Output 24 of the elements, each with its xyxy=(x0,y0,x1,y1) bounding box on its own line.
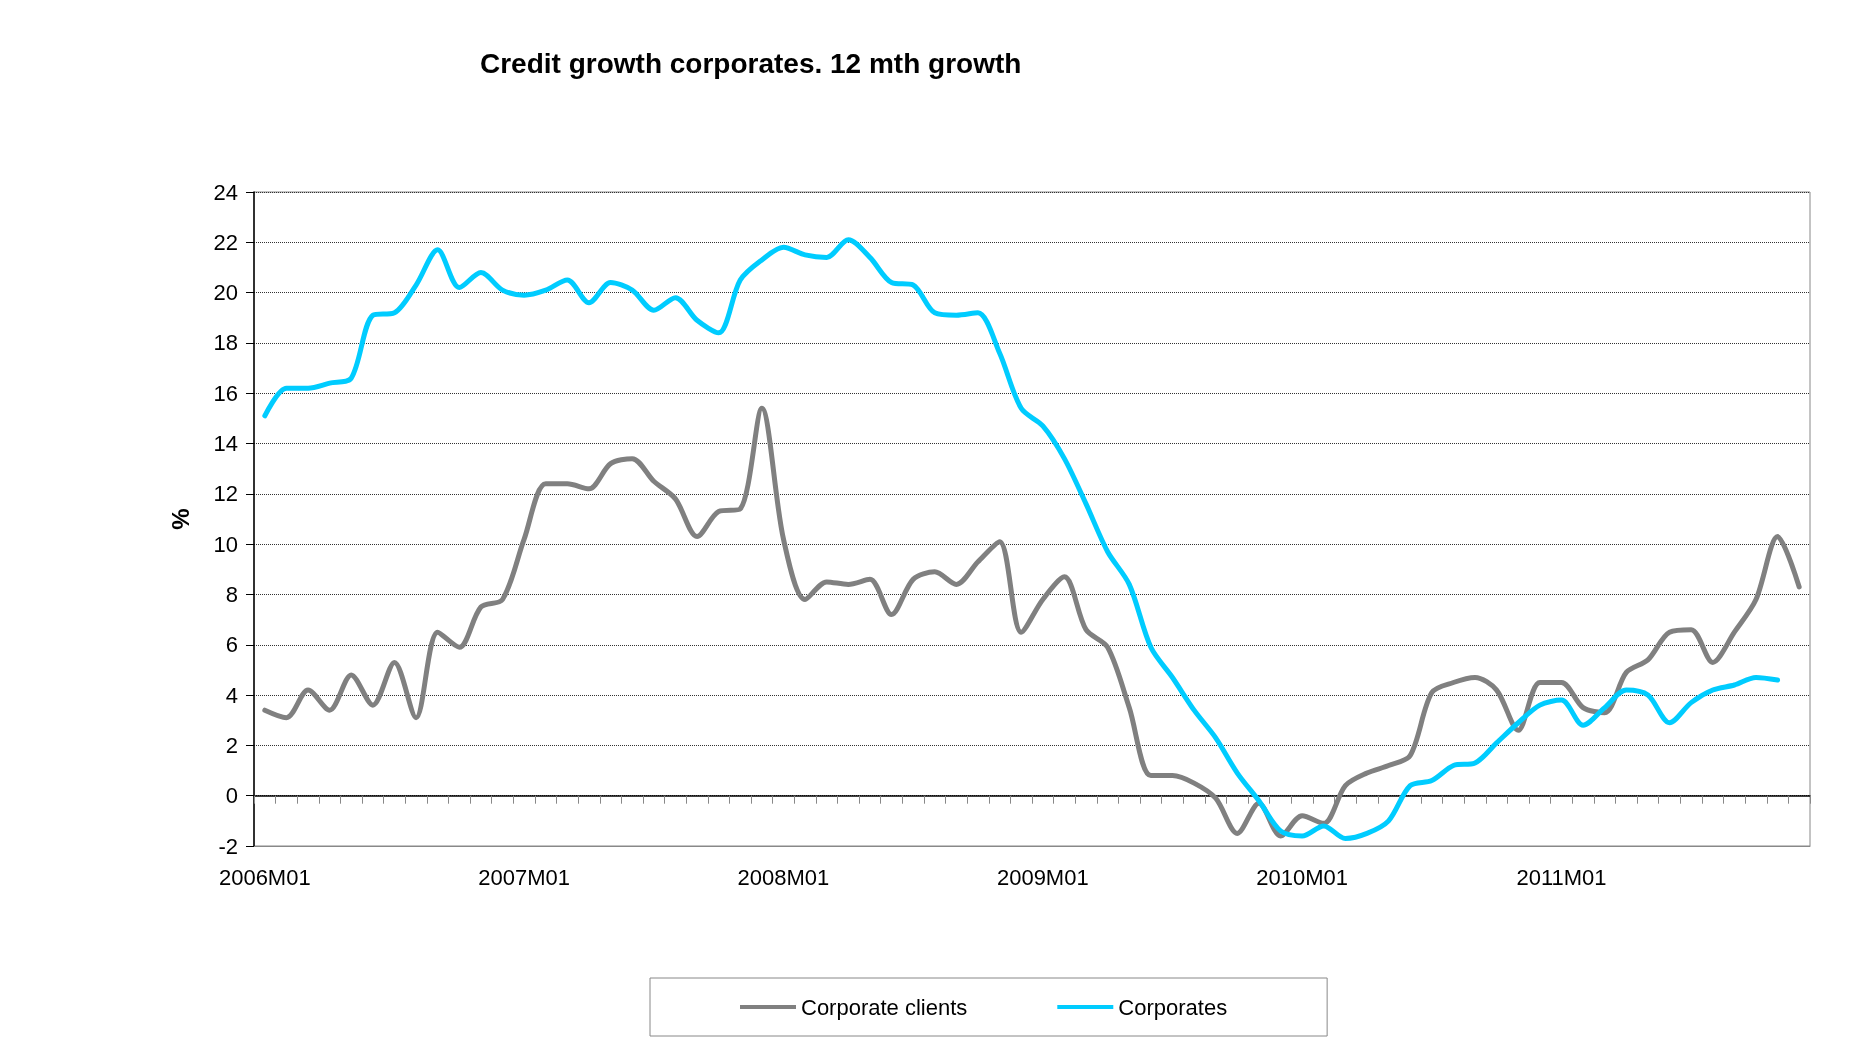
y-tick-label: 16 xyxy=(213,380,238,406)
y-tick-label: 20 xyxy=(213,280,238,306)
y-tick-label: 10 xyxy=(213,531,238,557)
x-tick-label: 2007M01 xyxy=(478,864,571,890)
x-tick-label: 2009M01 xyxy=(996,864,1089,890)
y-tick-label: 2 xyxy=(225,732,238,758)
y-tick-label: 8 xyxy=(225,581,238,607)
y-tick-label: 18 xyxy=(213,330,238,356)
x-tick-label: 2011M01 xyxy=(1516,864,1607,890)
legend-label: Corporates xyxy=(1118,994,1228,1020)
y-tick-label: 0 xyxy=(225,783,238,809)
y-tick-label: 14 xyxy=(213,431,238,457)
x-tick-label: 2006M01 xyxy=(218,864,311,890)
y-tick-label: 4 xyxy=(225,682,238,708)
x-tick-label: 2010M01 xyxy=(1256,864,1349,890)
x-tick-label: 2008M01 xyxy=(737,864,830,890)
y-axis-title: % xyxy=(166,508,194,530)
y-tick-label: 6 xyxy=(225,632,238,658)
y-tick-label: -2 xyxy=(218,833,238,859)
y-tick-label: 22 xyxy=(213,229,238,255)
legend-label: Corporate clients xyxy=(801,994,968,1020)
y-tick-label: 24 xyxy=(213,179,238,205)
y-tick-label: 12 xyxy=(213,481,238,507)
chart-title: Credit growth corporates. 12 mth growth xyxy=(480,47,1022,79)
